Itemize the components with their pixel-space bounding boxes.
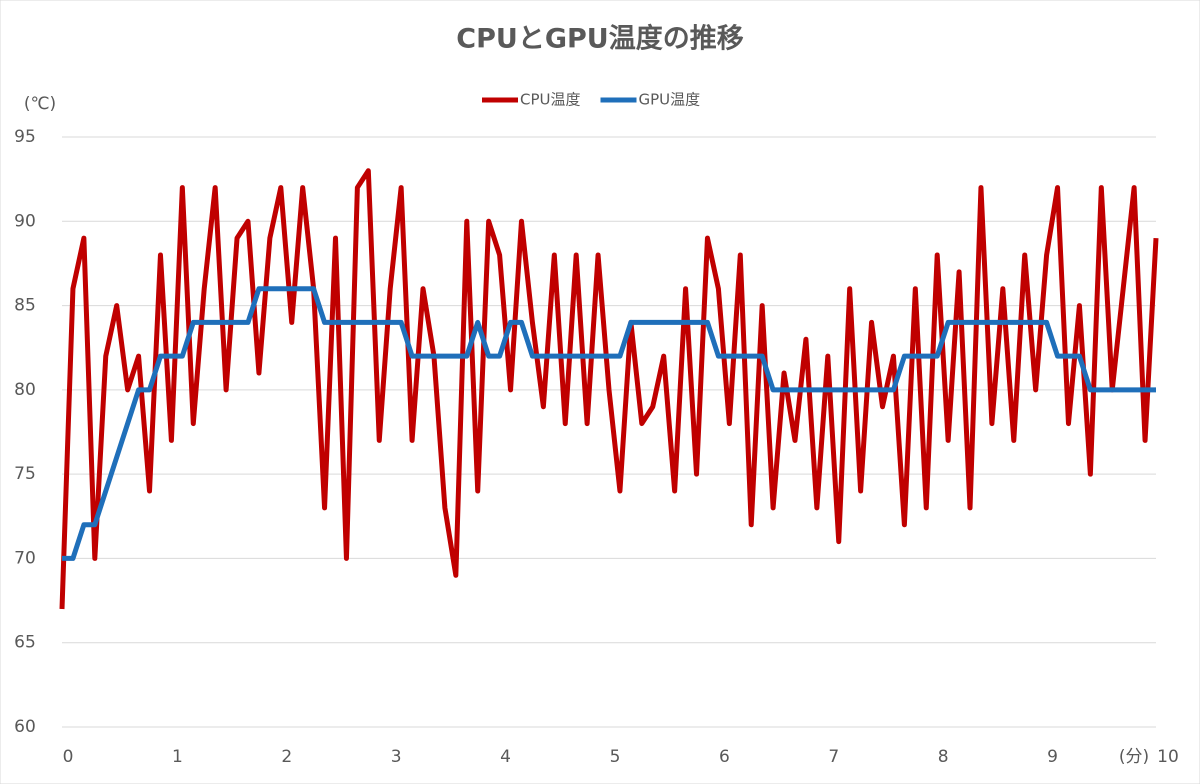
y-tick-label: 95 xyxy=(14,127,36,147)
series-line xyxy=(59,168,1159,610)
series-line xyxy=(62,286,1156,561)
y-tick-label: 85 xyxy=(14,296,36,316)
x-tick-label: 2 xyxy=(281,747,292,767)
x-tick-label: 9 xyxy=(1047,747,1058,767)
x-tick-label: 3 xyxy=(391,747,402,767)
y-tick-label: 75 xyxy=(14,464,36,484)
x-tick-label: 0 xyxy=(63,747,74,767)
y-tick-label: 65 xyxy=(14,633,36,653)
y-tick-label: 60 xyxy=(14,717,36,737)
legend-label: GPU温度 xyxy=(639,91,701,109)
chart-title: CPUとGPU温度の推移 xyxy=(456,23,743,55)
x-tick-label: 8 xyxy=(938,747,949,767)
x-tick-label: 4 xyxy=(500,747,511,767)
x-axis-label: (分) xyxy=(1119,747,1149,767)
y-tick-label: 80 xyxy=(14,380,36,400)
x-tick-label: 6 xyxy=(719,747,730,767)
legend-label: CPU温度 xyxy=(520,91,581,109)
x-tick-label: 7 xyxy=(828,747,839,767)
x-tick-label: 10 xyxy=(1157,747,1179,767)
y-tick-label: 90 xyxy=(14,211,36,231)
x-tick-label: 1 xyxy=(172,747,183,767)
y-tick-label: 70 xyxy=(14,548,36,568)
y-axis-label: (℃) xyxy=(24,94,56,114)
x-tick-label: 5 xyxy=(610,747,621,767)
